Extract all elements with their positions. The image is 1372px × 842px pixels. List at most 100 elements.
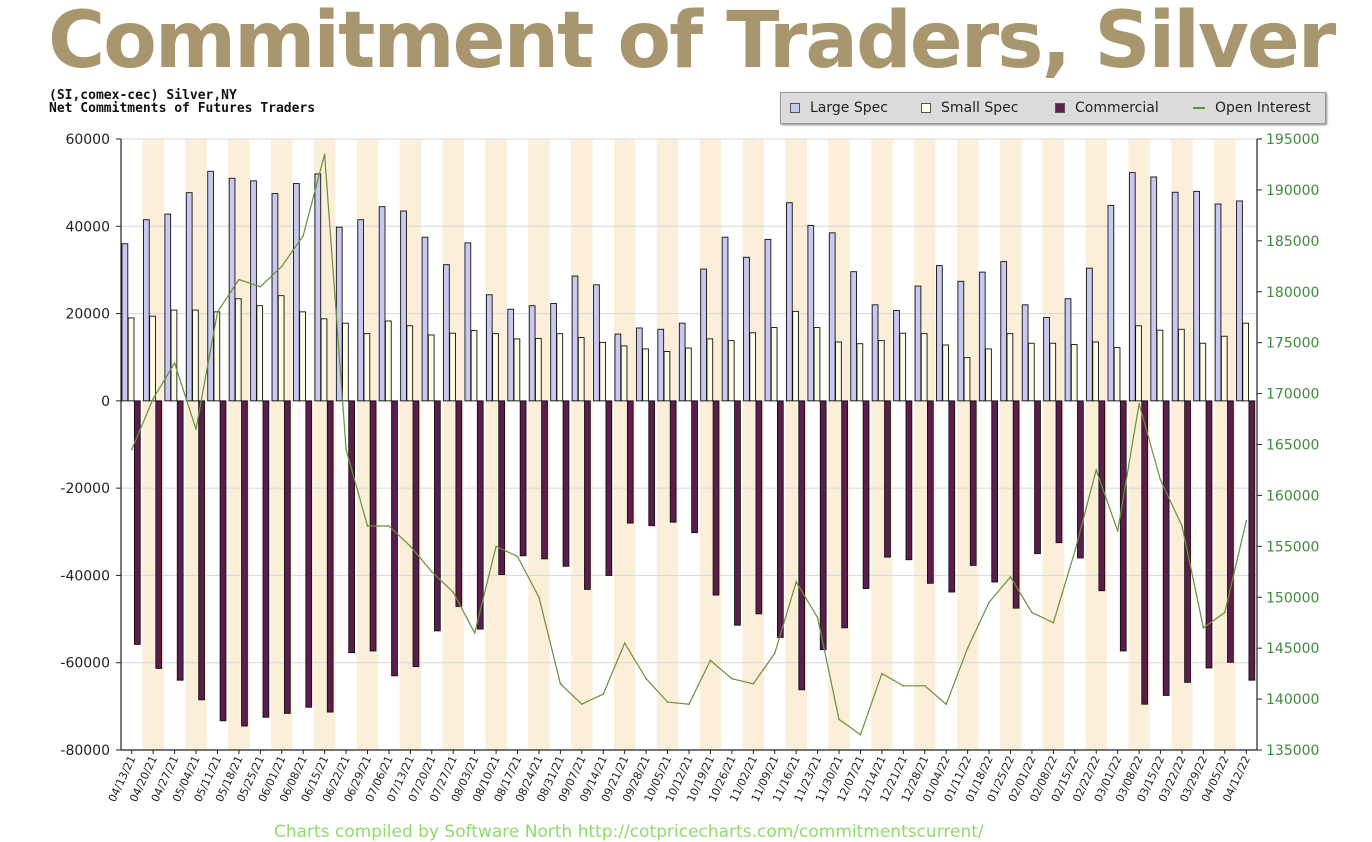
commercial-bar (434, 400, 441, 632)
open-interest-point (302, 234, 304, 237)
left-tick-label: -60000 (60, 656, 110, 672)
small-spec-bar (792, 310, 799, 402)
small-spec-bar (1070, 344, 1078, 402)
large-spec-bar (528, 305, 536, 402)
small-spec-bar (813, 327, 821, 402)
open-interest-point (173, 362, 176, 364)
small-spec-bar (427, 334, 435, 402)
open-interest-point (666, 701, 669, 703)
commercial-bar (455, 400, 463, 607)
small-spec-bar (513, 338, 521, 402)
commercial-bar (1227, 400, 1234, 663)
large-spec-bar (250, 180, 257, 402)
open-interest-point (345, 448, 347, 451)
small-spec-bar (749, 332, 757, 402)
commercial-bar (584, 400, 591, 590)
large-spec-bar (207, 170, 214, 402)
large-spec-bar (293, 183, 300, 402)
right-tick-label: 155000 (1266, 539, 1319, 555)
small-spec-bar (942, 344, 949, 402)
large-spec-bar (635, 327, 643, 402)
small-spec-bar (1113, 347, 1121, 402)
open-interest-point (538, 596, 540, 599)
column-band (485, 139, 507, 750)
small-spec-swatch (921, 103, 931, 113)
large-spec-bar (614, 333, 622, 402)
large-spec-bar (142, 219, 150, 402)
large-spec-bar (657, 328, 665, 402)
large-spec-bar (464, 242, 472, 402)
chart-subtitle-description: Net Commitments of Futures Traders (49, 101, 316, 116)
commercial-bar (734, 400, 741, 626)
large-spec-bar (914, 285, 922, 402)
open-interest-point (559, 683, 562, 685)
commercial-bar (1077, 400, 1084, 559)
small-spec-bar (1199, 342, 1207, 402)
right-tick-label: 150000 (1266, 590, 1319, 606)
legend-open-interest: Open Interest (1193, 100, 1311, 116)
open-interest-point (280, 265, 283, 268)
open-interest-point (816, 616, 819, 619)
open-interest-point (1224, 611, 1226, 614)
large-spec-bar (271, 193, 279, 402)
left-tick-label: -80000 (60, 743, 110, 759)
open-interest-point (859, 733, 862, 736)
large-spec-bar (593, 284, 600, 402)
open-interest-point (195, 428, 197, 431)
large-spec-bar (1214, 203, 1222, 402)
small-spec-bar (534, 337, 542, 402)
open-interest-point (430, 570, 433, 573)
small-spec-bar (234, 298, 242, 402)
open-interest-point (366, 525, 369, 527)
chart-footer-credit: Charts compiled by Software North http:/… (274, 822, 984, 842)
commercial-bar (241, 400, 248, 727)
legend-small-spec: Small Spec (921, 100, 1018, 116)
commercial-bar (498, 400, 506, 576)
large-spec-bar (571, 275, 579, 402)
commercial-bar (819, 400, 827, 651)
small-spec-bar (1027, 342, 1035, 402)
commercial-bar (905, 400, 913, 561)
small-spec-bar (1242, 322, 1250, 402)
commercial-bar (669, 400, 677, 523)
small-spec-bar (556, 333, 564, 402)
large-spec-bar (786, 202, 793, 402)
small-spec-bar (1049, 342, 1057, 402)
small-spec-bar (342, 322, 349, 402)
open-interest-point (988, 601, 990, 604)
large-spec-bar (1236, 200, 1243, 402)
small-spec-bar (277, 295, 285, 402)
commercial-bar (176, 400, 184, 681)
chart-subtitle-market: (SI,comex-cec) Silver,NY (49, 88, 237, 103)
small-spec-bar (449, 332, 456, 402)
right-tick-label: 135000 (1266, 743, 1319, 759)
large-spec-bar (721, 236, 729, 402)
page-title: Commitment of Traders, Silver (48, 0, 1336, 86)
column-band (528, 139, 550, 750)
small-spec-bar (256, 305, 264, 402)
large-spec-bar (700, 268, 707, 402)
commercial-swatch (1055, 103, 1065, 113)
left-tick-label: -40000 (60, 568, 110, 584)
small-spec-bar (384, 320, 392, 402)
column-band (656, 139, 679, 750)
legend-commercial: Commercial (1055, 100, 1159, 116)
open-interest-point (623, 642, 626, 644)
small-spec-bar (1178, 328, 1185, 402)
large-spec-bar (871, 304, 879, 402)
commercial-bar (691, 400, 698, 534)
left-tick-label: 20000 (65, 307, 110, 323)
large-spec-bar (743, 256, 750, 402)
small-spec-bar (363, 333, 371, 402)
open-interest-point (1181, 525, 1183, 527)
large-spec-bar (1150, 176, 1158, 402)
small-spec-bar (877, 340, 885, 402)
large-spec-bar (1043, 317, 1050, 402)
commercial-bar (476, 400, 484, 630)
large-spec-bar (121, 243, 129, 402)
large-spec-bar (764, 238, 772, 402)
column-band (613, 139, 636, 750)
commercial-bar (927, 400, 934, 584)
open-interest-point (795, 581, 797, 583)
large-spec-bar (421, 236, 429, 402)
